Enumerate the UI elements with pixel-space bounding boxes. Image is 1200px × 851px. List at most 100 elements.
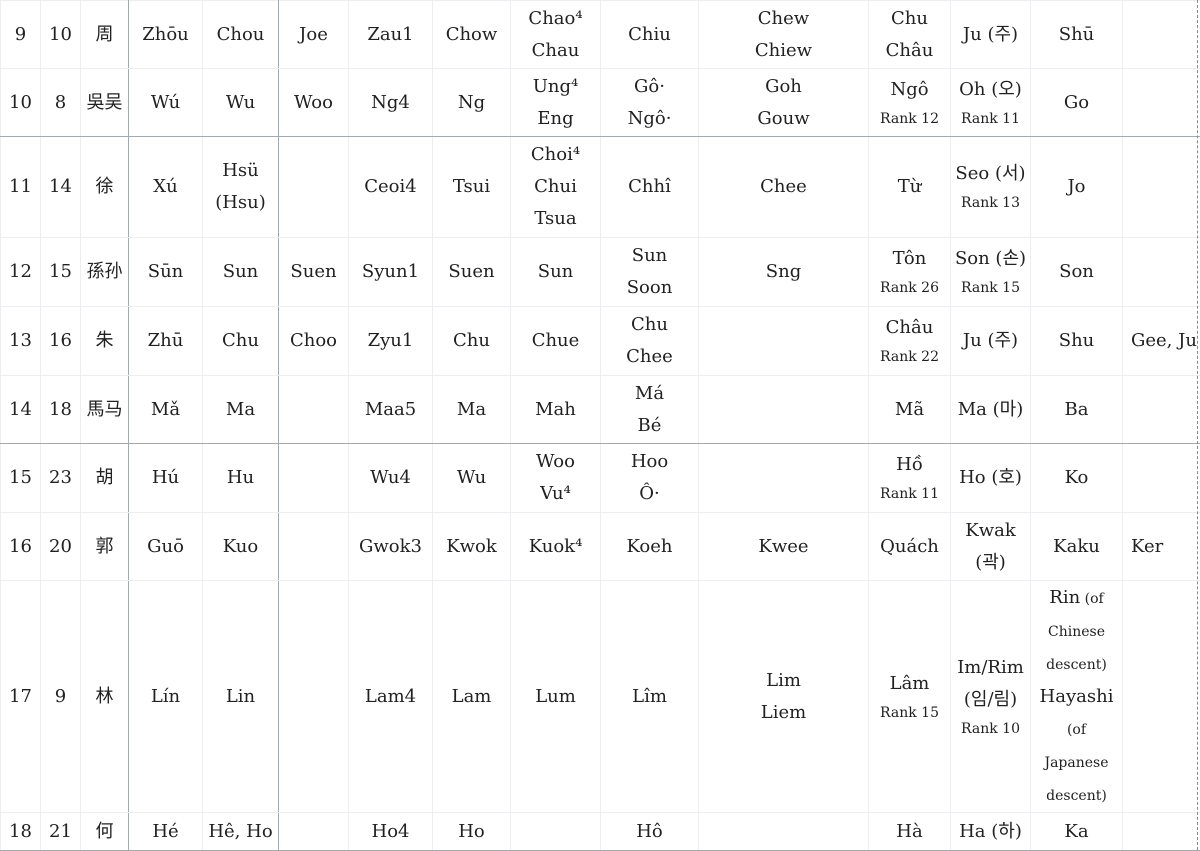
cell-text: 11 (1, 171, 40, 203)
cell-rank: 11 (1, 137, 41, 238)
cell-romanization-a (279, 813, 349, 851)
cell-text: Koeh (601, 531, 698, 563)
rank-note: Rank 15 (951, 275, 1030, 301)
cell-romanization-a: Joe (279, 1, 349, 69)
cell-romanization-a (279, 513, 349, 581)
cell-text: 15 (1, 462, 40, 494)
cell-wade-giles: Ma (203, 376, 279, 444)
cell-text: Maa5 (349, 394, 432, 426)
descent-note: Japanese (1044, 755, 1108, 771)
cell-text: 18 (1, 816, 40, 848)
cell-text: Chee (601, 341, 698, 373)
cell-cantonese: Lam (433, 581, 511, 813)
cell-text: 12 (1, 256, 40, 288)
cell-text: 18 (41, 394, 80, 426)
cell-hokkien: Chhî (601, 137, 699, 238)
cell-vietnamese: Mã (869, 376, 951, 444)
cell-line: descent) (1031, 779, 1122, 812)
cell-chinese-character: 孫孙 (81, 238, 129, 307)
cell-romanization-c: Kwee (699, 513, 869, 581)
cell-romanization-d (1123, 238, 1200, 307)
cell-text: Hayashi (1031, 681, 1122, 713)
cell-text: 孫孙 (81, 256, 128, 288)
cell-text: Xú (129, 171, 202, 203)
cell-jyutping: Lam4 (349, 581, 433, 813)
viewport-edge-divider (1197, 0, 1198, 850)
cell-korean: Kwak(곽) (951, 513, 1031, 581)
cell-text: Rin (1049, 587, 1080, 608)
cell-rank: 14 (1, 376, 41, 444)
cell-text: Zhōu (129, 19, 202, 51)
cell-text: Châu (869, 312, 950, 344)
cell-pinyin: Xú (129, 137, 203, 238)
cell-text: Ng (433, 87, 510, 119)
cell-romanization-a: Choo (279, 307, 349, 376)
cell-cantonese: Wu (433, 444, 511, 513)
cell-text: Ung⁴ (511, 71, 600, 103)
cell-text: Chou (203, 19, 278, 51)
cell-pinyin: Zhōu (129, 1, 203, 69)
cell-rank: 12 (1, 238, 41, 307)
cell-cantonese: Ng (433, 69, 511, 137)
rank-note: Rank 11 (951, 106, 1030, 132)
cell-chinese-character: 胡 (81, 444, 129, 513)
cell-text: Từ (869, 171, 950, 203)
cell-wade-giles: Wu (203, 69, 279, 137)
cell-text: Mah (511, 394, 600, 426)
cell-rank-2: 21 (41, 813, 81, 851)
cell-pinyin: Guō (129, 513, 203, 581)
cell-text: Chow (433, 19, 510, 51)
descent-note: Chinese (1048, 624, 1105, 640)
cell-text: Chu (601, 309, 698, 341)
cell-text: Vu⁴ (511, 478, 600, 510)
cell-cantonese: Kwok (433, 513, 511, 581)
cell-rank-2: 9 (41, 581, 81, 813)
cell-jyutping: Wu4 (349, 444, 433, 513)
cell-text: Kuo (203, 531, 278, 563)
cell-hokkien: Chiu (601, 1, 699, 69)
cell-korean: Oh (오)Rank 11 (951, 69, 1031, 137)
cell-romanization-b (511, 813, 601, 851)
cell-romanization-d (1123, 1, 1200, 69)
cell-rank: 13 (1, 307, 41, 376)
cell-text: Woo (279, 87, 348, 119)
cell-text: Ngô (869, 74, 950, 106)
cell-text: Shū (1031, 19, 1122, 51)
cell-romanization-b: Lum (511, 581, 601, 813)
cell-japanese: Son (1031, 238, 1123, 307)
cell-text: Hú (129, 462, 202, 494)
cell-romanization-c (699, 444, 869, 513)
cell-text: Wu4 (349, 462, 432, 494)
cell-text: Eng (511, 103, 600, 135)
cell-text: Chew (699, 3, 868, 35)
cell-wade-giles: Hu (203, 444, 279, 513)
cell-line: descent) (1031, 648, 1122, 681)
cell-text: Kwak (951, 515, 1030, 547)
cell-text: Ka (1031, 816, 1122, 848)
cell-text: Ko (1031, 462, 1122, 494)
cell-romanization-a (279, 581, 349, 813)
cell-japanese: Ko (1031, 444, 1123, 513)
cell-text: 23 (41, 462, 80, 494)
cell-text: Zhū (129, 325, 202, 357)
cell-text: 8 (41, 87, 80, 119)
cell-romanization-d (1123, 813, 1200, 851)
cell-romanization-c: Sng (699, 238, 869, 307)
cell-text: Mã (869, 394, 950, 426)
cell-chinese-character: 何 (81, 813, 129, 851)
cell-text: Sūn (129, 256, 202, 288)
